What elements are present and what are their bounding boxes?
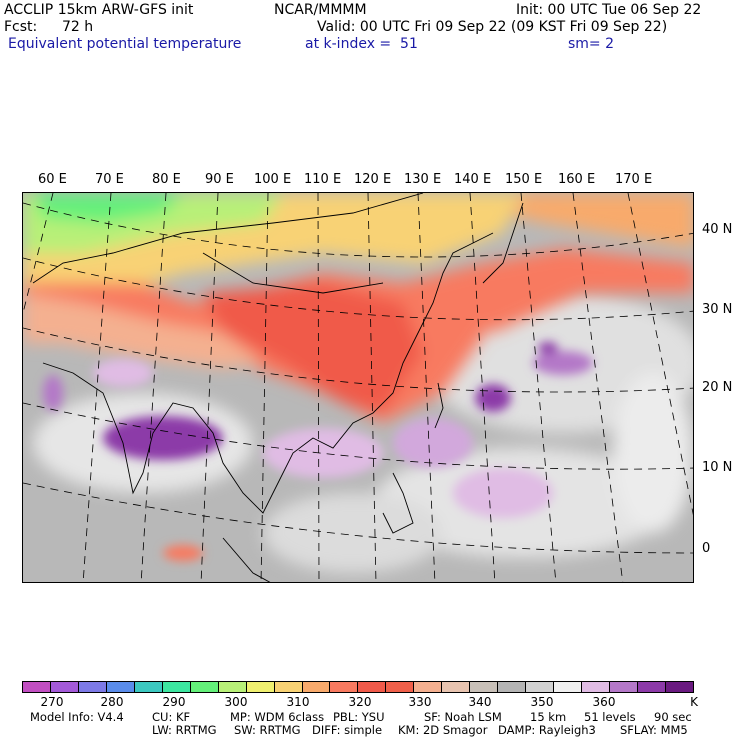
colorbar-unit: K (690, 695, 698, 709)
map-canvas (23, 193, 693, 582)
colorbar-swatch (442, 682, 471, 692)
lon-label: 70 E (95, 172, 124, 187)
footer-pbl: PBL: YSU (333, 710, 385, 724)
init-time: Init: 00 UTC Tue 06 Sep 22 (516, 2, 702, 18)
forecast-hour: 72 h (62, 19, 94, 35)
colorbar-swatch (302, 682, 331, 692)
lon-label: 160 E (558, 172, 596, 187)
lon-label: 130 E (404, 172, 442, 187)
colorbar-tick: 280 (100, 695, 124, 709)
lat-label: 40 N (702, 222, 733, 237)
colorbar-tick: 320 (348, 695, 372, 709)
colorbar (22, 681, 694, 693)
field-name: Equivalent potential temperature (8, 36, 242, 52)
lat-label: 20 N (702, 380, 733, 395)
lon-label: 140 E (454, 172, 492, 187)
theta-e-map (22, 192, 694, 583)
footer-damp: DAMP: Rayleigh3 (498, 723, 596, 737)
footer-km: KM: 2D Smagor (398, 723, 488, 737)
lon-label: 170 E (615, 172, 653, 187)
colorbar-swatch (610, 682, 638, 692)
colorbar-tick: 310 (286, 695, 310, 709)
colorbar-tick: 300 (224, 695, 248, 709)
lon-label: 80 E (152, 172, 181, 187)
colorbar-swatch (414, 682, 443, 692)
level-index: at k-index = 51 (305, 36, 418, 52)
lon-label: 120 E (354, 172, 392, 187)
colorbar-swatch (162, 682, 191, 692)
lon-label: 150 E (505, 172, 543, 187)
colorbar-swatch (50, 682, 79, 692)
lon-label: 90 E (205, 172, 234, 187)
colorbar-swatch (582, 682, 611, 692)
footer-sf: SF: Noah LSM (424, 710, 502, 724)
lon-label: 60 E (38, 172, 67, 187)
colorbar-swatch (554, 682, 583, 692)
colorbar-swatch (358, 682, 387, 692)
colorbar-swatch (498, 682, 527, 692)
moist-high-thetae (43, 342, 593, 561)
lat-label: 10 N (702, 460, 733, 475)
footer-mp: MP: WDM 6class (230, 710, 325, 724)
colorbar-swatch (330, 682, 359, 692)
footer-levels: 51 levels (584, 710, 636, 724)
colorbar-swatch (274, 682, 303, 692)
organization: NCAR/MMMM (274, 2, 367, 18)
footer-timestep: 90 sec (654, 710, 692, 724)
footer-lw: LW: RRTMG (152, 723, 217, 737)
valid-time: Valid: 00 UTC Fri 09 Sep 22 (09 KST Fri … (317, 19, 668, 35)
colorbar-swatch (665, 682, 693, 692)
footer-sw: SW: RRTMG (234, 723, 301, 737)
colorbar-swatch (23, 682, 51, 692)
colorbar-swatch (246, 682, 275, 692)
colorbar-tick: 360 (592, 695, 616, 709)
lat-label: 30 N (702, 302, 733, 317)
footer-model-info: Model Info: V4.4 (30, 710, 124, 724)
footer-diff: DIFF: simple (312, 723, 383, 737)
colorbar-swatch (386, 682, 415, 692)
coastlines (32, 193, 524, 582)
colorbar-tick: 270 (40, 695, 64, 709)
footer-resolution: 15 km (530, 710, 567, 724)
colorbar-tick: 290 (162, 695, 186, 709)
colorbar-swatch (190, 682, 219, 692)
colorbar-swatch (637, 682, 666, 692)
footer-sflay: SFLAY: MM5 (620, 723, 688, 737)
lat-label: 0 (702, 541, 711, 556)
smoothing: sm= 2 (568, 36, 615, 52)
colorbar-tick: 330 (408, 695, 432, 709)
colorbar-swatch (526, 682, 555, 692)
lon-label: 100 E (254, 172, 292, 187)
model-title: ACCLIP 15km ARW-GFS init (4, 2, 194, 18)
colorbar-swatch (106, 682, 135, 692)
colorbar-swatch (78, 682, 107, 692)
colorbar-tick: 350 (530, 695, 554, 709)
lon-label: 110 E (304, 172, 342, 187)
lat-lon-grid (23, 193, 693, 582)
colorbar-swatch (134, 682, 163, 692)
footer-cu: CU: KF (152, 710, 191, 724)
forecast-label: Fcst: (4, 19, 38, 35)
colorbar-swatch (218, 682, 247, 692)
colorbar-tick: 340 (468, 695, 492, 709)
colorbar-swatch (470, 682, 499, 692)
warm-band (23, 193, 693, 423)
